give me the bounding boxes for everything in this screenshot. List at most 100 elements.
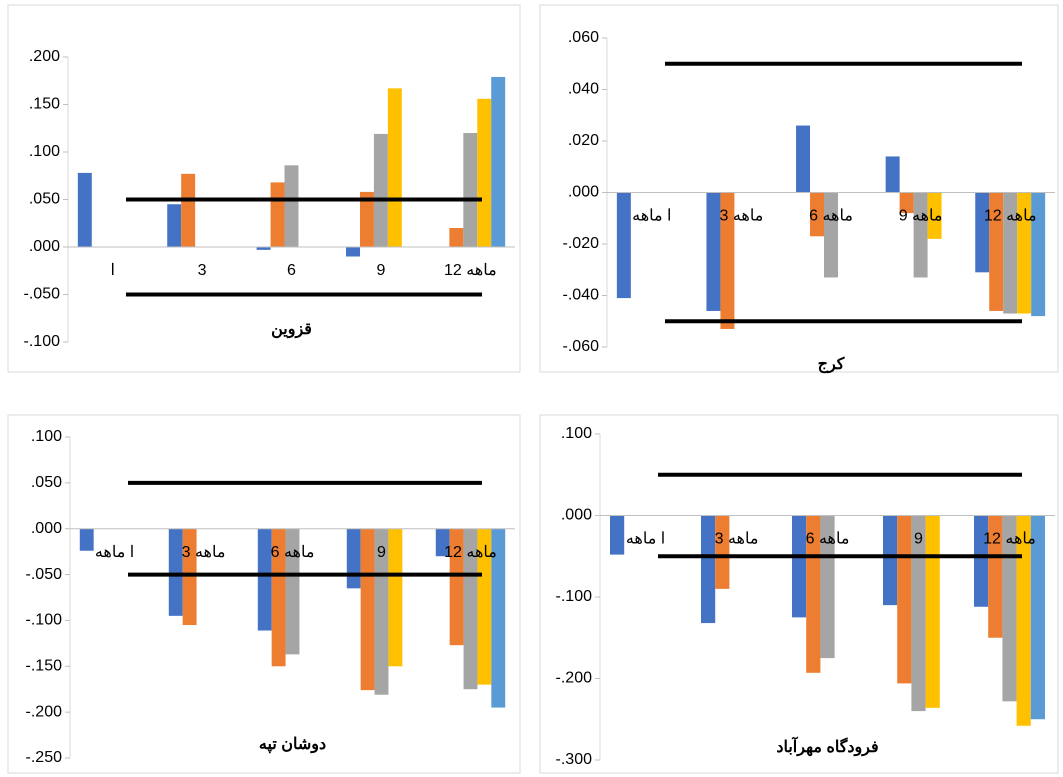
y-tick-label: .040: [568, 81, 599, 98]
category-label: 3 ماهه: [182, 544, 226, 561]
bar: [824, 192, 838, 278]
bar: [810, 192, 825, 237]
y-tick-label: .200: [29, 48, 60, 65]
bar: [792, 515, 807, 618]
bar: [911, 515, 926, 712]
bar: [491, 528, 506, 708]
bar: [182, 528, 197, 626]
chart-frame: [7, 4, 521, 373]
bar: [820, 515, 835, 659]
bar: [1016, 515, 1031, 726]
bar: [913, 192, 928, 278]
bar: [387, 88, 402, 247]
bar: [885, 156, 900, 193]
chart-title: دوشان تپه: [259, 736, 326, 754]
y-tick-label: -.200: [556, 670, 593, 687]
bar: [168, 528, 183, 616]
y-tick-label: -.300: [556, 751, 593, 768]
bar: [925, 515, 940, 708]
bar: [270, 182, 285, 247]
chart-title: قزوین: [271, 321, 312, 339]
y-tick-label: .050: [29, 191, 60, 208]
y-tick-label: .100: [31, 428, 62, 445]
bar: [1017, 192, 1032, 314]
category-label: 12 ماهه: [444, 544, 497, 561]
y-tick-label: .050: [31, 474, 62, 491]
chart-panel: .100 .050 .000 -.050 -.100 -.150 -.200 -.250 ا م…: [7, 414, 521, 774]
y-tick-label: .000: [29, 238, 60, 255]
category-label: 9 ماهه: [899, 208, 943, 225]
bar: [720, 192, 735, 329]
y-tick-label: .020: [568, 132, 599, 149]
bar: [271, 528, 286, 667]
y-tick-label: -.100: [26, 612, 63, 629]
y-tick-label: -.050: [26, 566, 63, 583]
chart-panel: .200 .150 .100 .050 .000 -.050 -.100 ا 3 6 9 12 ماه…: [7, 4, 521, 373]
bar: [256, 247, 271, 250]
bar: [463, 133, 478, 247]
category-label: 3: [198, 262, 207, 279]
bar: [374, 528, 389, 695]
y-tick-label: .150: [29, 96, 60, 113]
category-label: 9: [914, 531, 923, 548]
bar: [373, 133, 388, 247]
bar: [359, 191, 374, 247]
bar: [77, 172, 92, 247]
bar: [388, 528, 403, 667]
bar: [477, 528, 492, 685]
bar: [346, 247, 360, 257]
category-label: 12 ماهه: [444, 262, 497, 279]
y-tick-label: .100: [29, 143, 60, 160]
bar: [1002, 515, 1017, 702]
category-label: ا ماهه: [95, 544, 134, 561]
bar: [883, 515, 898, 606]
category-label: 6 ماهه: [809, 208, 853, 225]
category-label: 9: [377, 544, 386, 561]
bar: [715, 515, 730, 589]
bar: [616, 192, 631, 299]
category-label: ا ماهه: [632, 208, 671, 225]
y-tick-label: -.100: [24, 333, 61, 350]
category-label: 12 ماهه: [984, 208, 1037, 225]
category-label: 9: [376, 262, 385, 279]
bar: [449, 528, 464, 646]
category-label: ا: [110, 262, 114, 279]
chart-panel: .100 .000 -.100 -.200 -.300 ا ماهه 3 ماهه 6 ماه…: [539, 414, 1059, 774]
bar: [610, 515, 625, 555]
category-label: 6 ماهه: [806, 531, 850, 548]
bar: [463, 528, 478, 690]
y-tick-label: -.060: [563, 338, 600, 355]
bar: [284, 165, 299, 247]
bar: [346, 528, 361, 589]
category-label: 6: [287, 262, 296, 279]
y-tick-label: .060: [568, 29, 599, 46]
y-tick-label: .000: [561, 507, 592, 524]
bar: [1003, 192, 1018, 314]
bar: [1031, 192, 1046, 317]
y-tick-label: .100: [561, 425, 592, 442]
chart-title: کرج: [818, 356, 845, 374]
y-tick-label: -.050: [24, 286, 61, 303]
bar: [796, 125, 811, 193]
chart-title: فرودگاه مهرآباد: [776, 735, 878, 757]
bar: [927, 192, 942, 239]
category-label: ا ماهه: [626, 531, 665, 548]
y-tick-label: .000: [568, 184, 599, 201]
bar: [285, 528, 300, 655]
category-label: 6 ماهه: [271, 544, 315, 561]
bar: [974, 515, 989, 607]
bar: [701, 515, 716, 624]
bar: [989, 192, 1004, 311]
chart-panel: .060 .040 .020 .000 -.020 -.040 -.060 ا ماهه 3 م…: [539, 4, 1059, 374]
y-tick-label: -.250: [26, 749, 63, 766]
y-tick-label: -.020: [563, 235, 600, 252]
y-tick-label: -.150: [26, 658, 63, 675]
bar: [167, 204, 182, 247]
y-tick-label: .000: [31, 520, 62, 537]
bar: [1030, 515, 1045, 720]
bar: [449, 228, 464, 247]
bar: [181, 173, 196, 247]
bar: [79, 528, 94, 551]
bar: [988, 515, 1003, 638]
